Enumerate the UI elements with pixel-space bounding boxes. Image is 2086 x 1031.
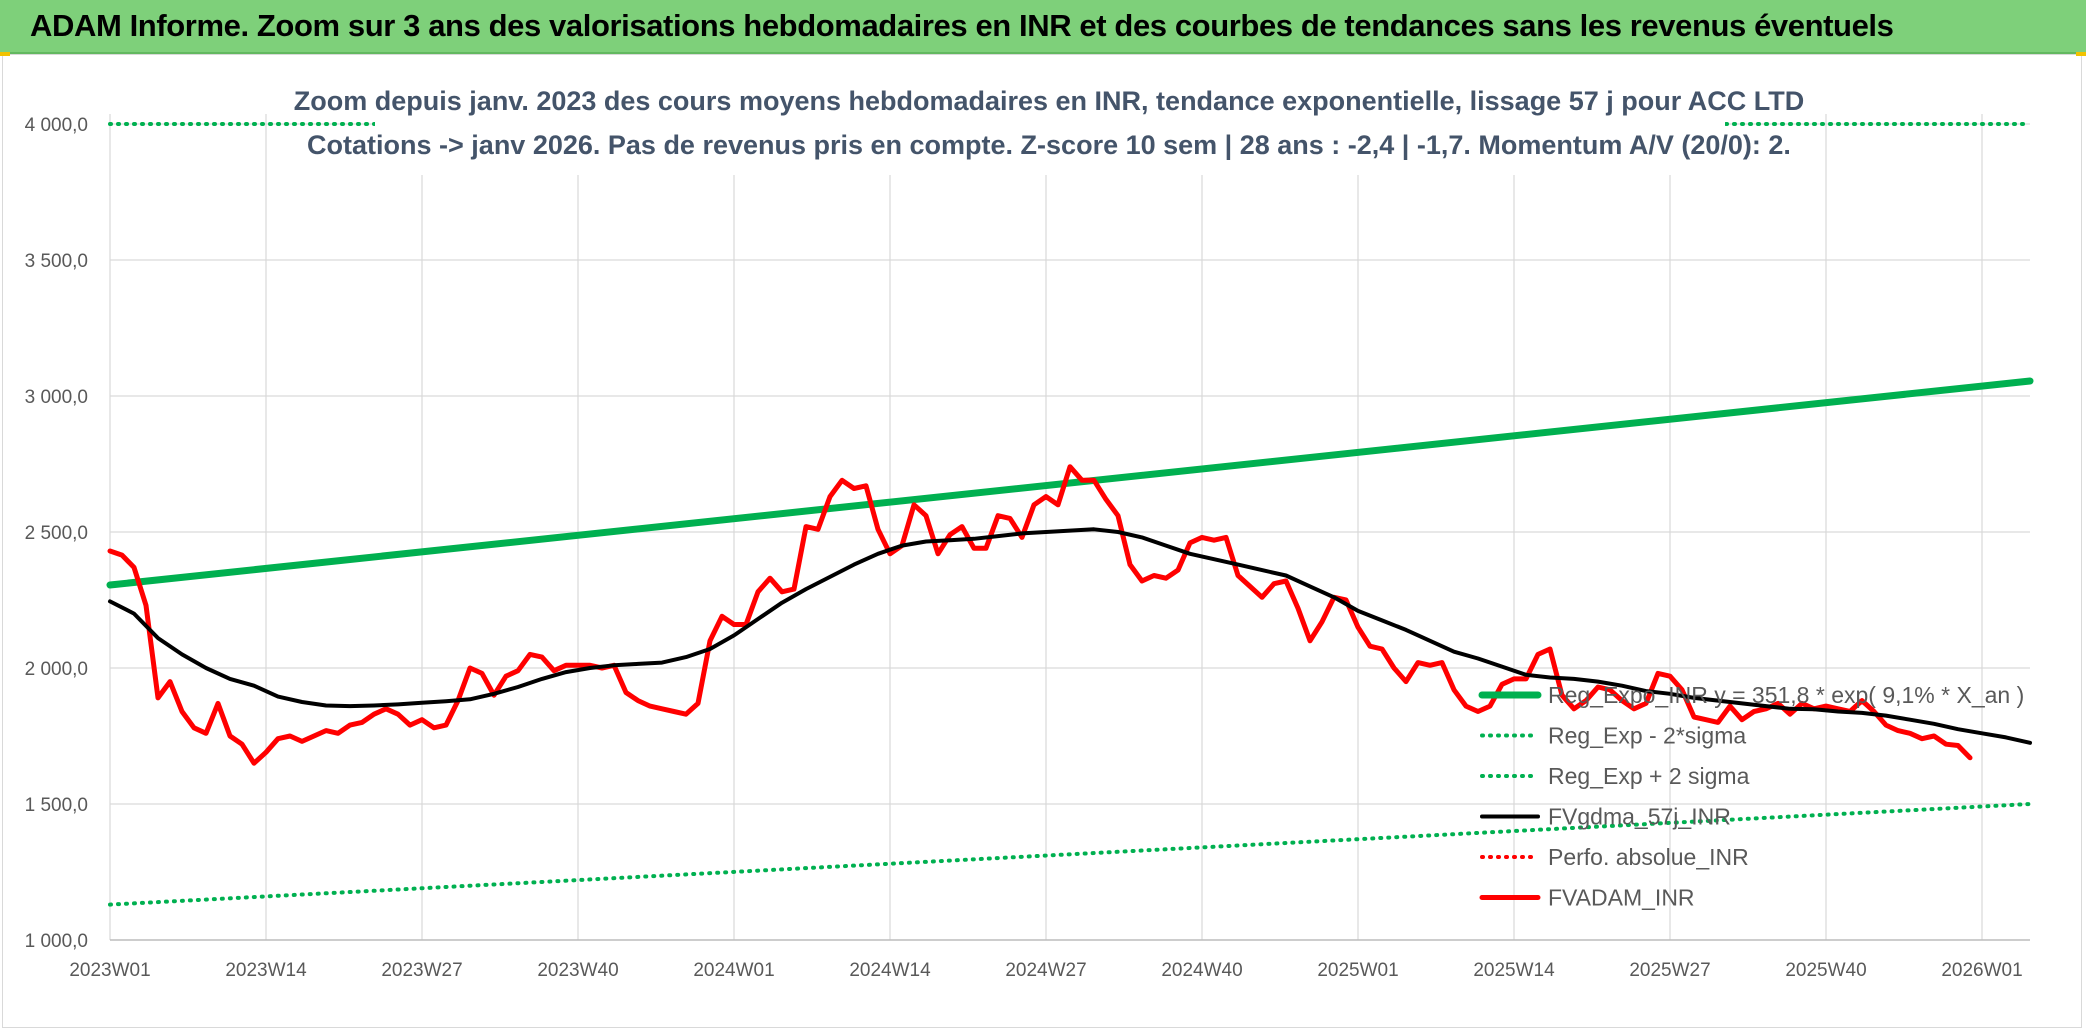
- y-tick-label: 3 000,0: [25, 387, 88, 408]
- x-axis-ticks: 2023W01 2023W14 2023W27 2023W40 2024W01 2024W…: [69, 960, 2022, 981]
- chart-title-line-1: Zoom depuis janv. 2023 des cours moyens …: [294, 86, 1804, 116]
- x-tick-label: 2024W40: [1161, 960, 1242, 981]
- x-tick-label: 2024W01: [693, 960, 774, 981]
- x-tick-label: 2026W01: [1941, 960, 2022, 981]
- x-tick-label: 2023W14: [225, 960, 307, 981]
- x-tick-label: 2023W01: [69, 960, 150, 981]
- series-line-5: [107, 464, 1973, 766]
- x-tick-label: 2025W01: [1317, 960, 1398, 981]
- legend-label: FVgdma_57j_INR: [1548, 804, 1731, 830]
- legend-label: Reg_Exp - 2*sigma: [1548, 723, 1746, 749]
- y-tick-label: 1 500,0: [25, 795, 88, 816]
- subtitle-background: [375, 100, 1725, 175]
- frame-corner-marker: [0, 52, 10, 56]
- x-tick-label: 2025W27: [1629, 960, 1710, 981]
- x-tick-label: 2024W14: [849, 960, 931, 981]
- legend: Reg_Expo_INR y = 351,8 * exp( 9,1% * X_a…: [1478, 682, 2024, 911]
- legend-label: Reg_Exp + 2 sigma: [1548, 763, 1750, 789]
- y-tick-label: 2 000,0: [25, 659, 88, 680]
- report-title: ADAM Informe. Zoom sur 3 ans des valoris…: [30, 8, 1894, 43]
- y-tick-label: 1 000,0: [25, 931, 88, 952]
- series-line-1: [108, 802, 2032, 907]
- header-band: ADAM Informe. Zoom sur 3 ans des valoris…: [0, 0, 2086, 54]
- legend-label: FVADAM_INR: [1548, 885, 1695, 911]
- y-tick-label: 4 000,0: [25, 115, 88, 136]
- chart-area: [2, 54, 2082, 1028]
- y-axis-ticks: 1 000,0 1 500,0 2 000,0 2 500,0 3 000,0 3 500…: [25, 115, 88, 952]
- legend-label: Reg_Expo_INR y = 351,8 * exp( 9,1% * X_a…: [1548, 682, 2024, 708]
- x-tick-label: 2023W27: [381, 960, 462, 981]
- x-tick-label: 2023W40: [537, 960, 618, 981]
- series-line-3: [108, 527, 2032, 745]
- x-tick-label: 2025W40: [1785, 960, 1866, 981]
- x-tick-label: 2025W14: [1473, 960, 1555, 981]
- grid-lines: [109, 114, 2030, 941]
- y-tick-label: 2 500,0: [25, 523, 88, 544]
- frame-corner-marker: [2076, 52, 2086, 56]
- series-line-0: [106, 377, 2034, 589]
- legend-label: Perfo. absolue_INR: [1548, 844, 1749, 870]
- chart-title-line-2: Cotations -> janv 2026. Pas de revenus p…: [307, 130, 1791, 160]
- x-tick-label: 2024W27: [1005, 960, 1086, 981]
- y-tick-label: 3 500,0: [25, 251, 88, 272]
